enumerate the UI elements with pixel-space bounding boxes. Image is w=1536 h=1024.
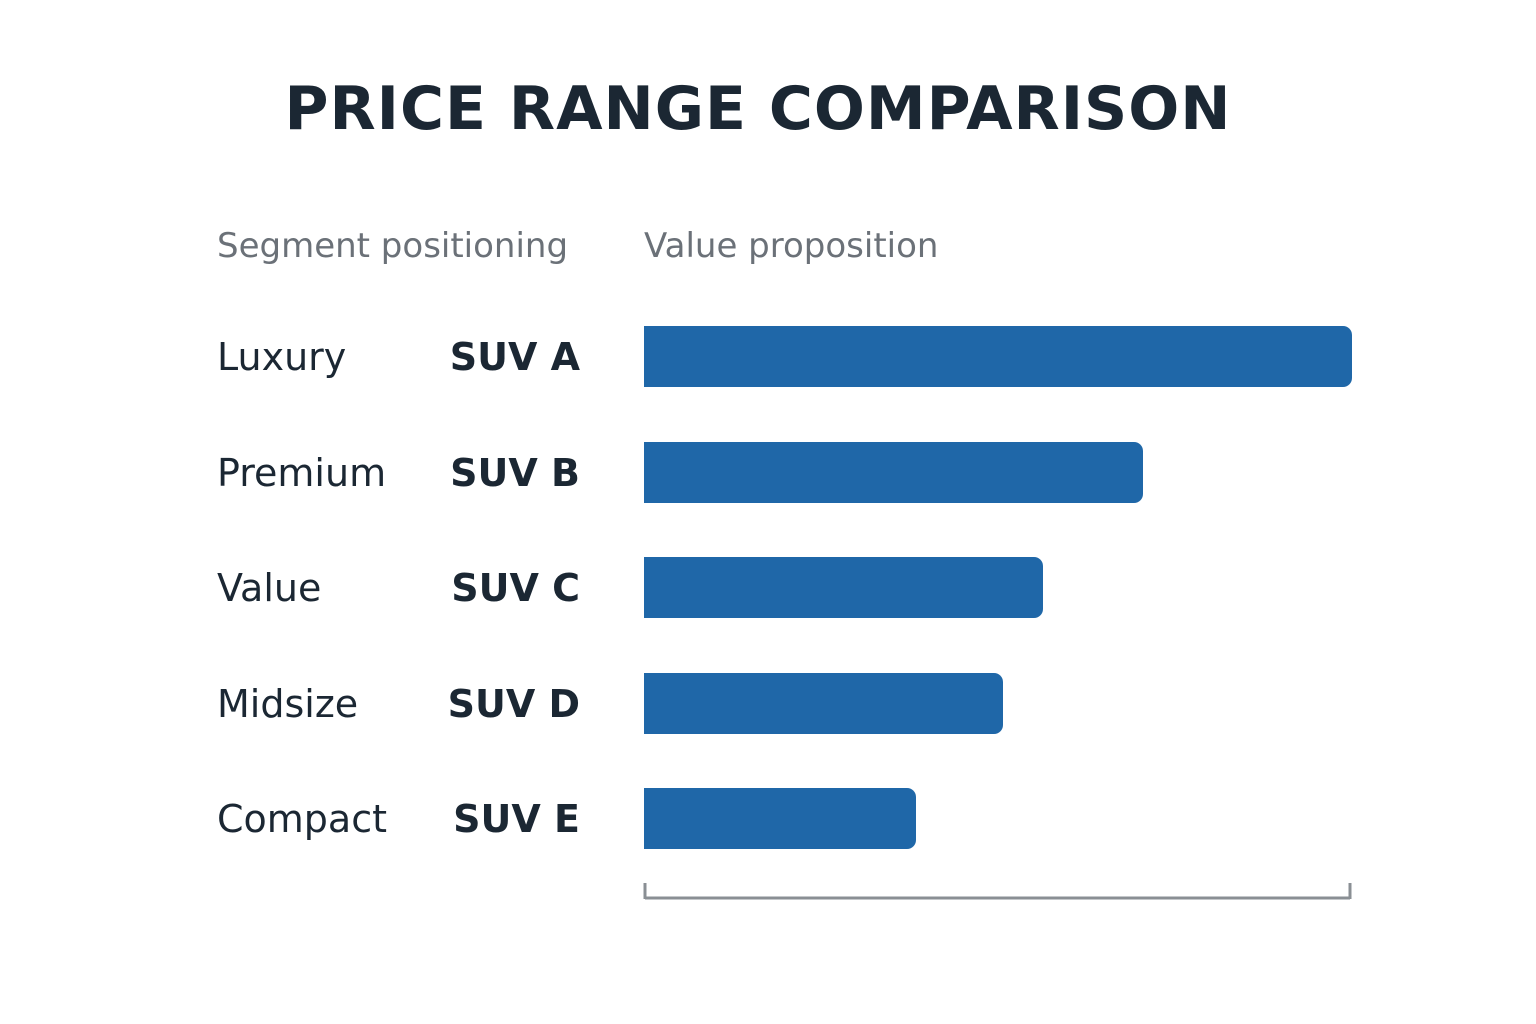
bar [644, 326, 1352, 387]
category-label: SUV B [450, 450, 580, 495]
category-label: SUV A [449, 335, 580, 379]
segment-label: Premium [217, 450, 387, 495]
segment-column-header: Segment positioning [217, 226, 569, 266]
segment-label: Midsize [217, 681, 359, 726]
bar [644, 672, 1003, 734]
segment-label: Value [217, 566, 322, 610]
bar [644, 557, 1043, 618]
value-column-header: Value proposition [644, 226, 939, 266]
category-label: SUV D [447, 681, 580, 726]
category-label: SUV E [453, 797, 580, 841]
segment-label: Compact [217, 797, 387, 841]
bar [644, 441, 1144, 503]
bar [644, 788, 916, 849]
category-label: SUV C [451, 566, 580, 610]
chart-title: PRICE RANGE COMPARISON [284, 74, 1232, 144]
segment-label: Luxury [217, 335, 347, 379]
